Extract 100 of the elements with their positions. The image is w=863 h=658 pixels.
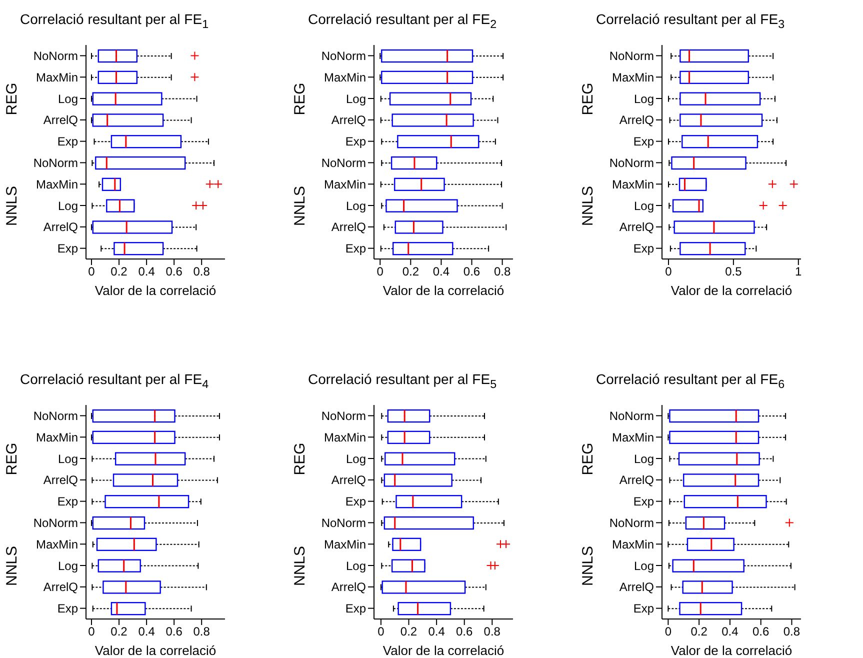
y-tick-label: ArrelQ [43,220,78,234]
x-tick-label: 0.8 [494,264,511,279]
y-tick-label: NoNorm [609,516,654,530]
y-tick-label: ArrelQ [43,473,78,488]
y-tick-label: NoNorm [609,408,654,423]
y-tick-label: ArrelQ [619,473,654,488]
y-tick-label: NoNorm [33,516,78,530]
x-tick-label: 0 [88,624,96,639]
y-tick-label: MaxMin [612,70,654,84]
x-tick-label: 0.8 [193,264,210,279]
x-tick-label: 0.2 [690,624,708,639]
x-tick-label: 0.6 [456,624,474,639]
x-tick-label: 0.8 [484,624,501,639]
y-tick-label: Exp [57,602,78,616]
y-tick-label: NoNorm [321,516,366,530]
y-tick-label: NoNorm [33,48,78,63]
y-tick-label: Log [58,198,78,213]
y-tick-label: Exp [57,494,78,509]
y-tick-label: MaxMin [612,430,654,444]
x-tick-label: 1 [795,264,802,279]
y-tick-label: MaxMin [324,177,366,192]
y-tick-label: Log [58,558,78,573]
chart-title: Correlació resultant per al FE$_{5}$ [308,371,498,391]
x-tick-label: 0 [376,264,384,279]
y-tick-label: Exp [57,242,78,256]
chart-title: Correlació resultant per al FE$_{6}$ [596,371,786,391]
y-tick-label: ArrelQ [43,580,78,594]
text: REG [580,442,596,475]
y-tick-label: Log [634,558,654,573]
y-tick-label: MaxMin [612,537,654,552]
y-tick-label: Exp [57,134,78,149]
chart-title: Correlació resultant per al FE$_{1}$ [20,11,210,31]
y-tick-label: NoNorm [321,408,366,423]
y-tick-label: Exp [345,242,366,256]
y-tick-label: MaxMin [36,70,78,84]
y-tick-label: ArrelQ [331,220,366,234]
y-tick-label: Log [346,558,366,573]
chart-title: Correlació resultant per al FE$_{2}$ [308,11,498,31]
x-tick-label: 0.5 [725,264,742,279]
x-tick-label: 0.6 [752,624,770,639]
text: NNLS [292,545,308,586]
text: NNLS [580,185,596,226]
y-tick-label: ArrelQ [619,113,654,128]
y-tick-label: Exp [633,134,654,149]
y-tick-label: Exp [345,134,366,149]
y-tick-label: Log [346,198,366,213]
x-tick-label: 0 [378,624,385,639]
y-tick-label: Log [634,452,654,466]
x-tick-label: 0.4 [432,264,450,279]
y-tick-label: NoNorm [33,156,78,170]
x-axis-title: Valor de la correlació [670,643,792,658]
y-tick-label: ArrelQ [331,580,366,594]
text: NNLS [4,185,20,226]
y-tick-label: NoNorm [609,156,654,170]
x-tick-label: 0.2 [110,624,128,639]
x-tick-label: 0 [88,264,96,279]
x-tick-label: 0.2 [110,264,128,279]
x-tick-label: 0.2 [400,624,418,639]
text: REG [580,82,596,115]
x-tick-label: 0.4 [428,624,446,639]
text: REG [292,82,308,115]
y-tick-label: NoNorm [33,408,78,423]
y-tick-label: Exp [633,242,654,256]
text: REG [4,442,20,475]
y-tick-label: MaxMin [612,177,654,192]
y-tick-label: NoNorm [321,156,366,170]
y-tick-label: Log [58,92,78,106]
x-tick-label: 0.4 [138,624,156,639]
y-tick-label: Exp [633,602,654,616]
y-tick-label: NoNorm [321,48,366,63]
text: NNLS [4,545,20,586]
y-tick-label: Exp [345,494,366,509]
y-tick-label: Log [346,92,366,106]
x-tick-label: 0.6 [463,264,480,279]
y-tick-label: Log [634,92,654,106]
x-tick-label: 0 [665,264,672,279]
x-axis-title: Valor de la correlació [94,643,216,658]
y-tick-label: Log [58,452,78,466]
chart-title: Correlació resultant per al FE$_{4}$ [20,371,210,391]
x-axis-title: Valor de la correlació [94,283,216,298]
x-tick-label: 0.6 [166,264,183,279]
chart-title: Correlació resultant per al FE$_{3}$ [596,11,786,31]
y-tick-label: NoNorm [609,48,654,63]
x-axis-title: Valor de la correlació [670,283,792,298]
y-tick-label: Exp [345,602,366,616]
x-tick-label: 0.4 [138,264,156,279]
x-tick-label: 0.4 [722,624,739,639]
text: NNLS [580,545,596,586]
y-tick-label: ArrelQ [331,113,366,128]
y-tick-label: MaxMin [324,537,366,552]
x-tick-label: 0.2 [402,264,420,279]
text: REG [4,82,20,115]
y-tick-label: ArrelQ [331,473,366,488]
y-tick-label: MaxMin [324,430,366,444]
y-tick-label: MaxMin [324,70,366,84]
y-tick-label: MaxMin [36,430,78,444]
y-tick-label: MaxMin [36,177,78,192]
y-tick-label: ArrelQ [43,113,78,128]
y-tick-label: ArrelQ [619,220,654,234]
x-tick-label: 0 [664,624,672,639]
